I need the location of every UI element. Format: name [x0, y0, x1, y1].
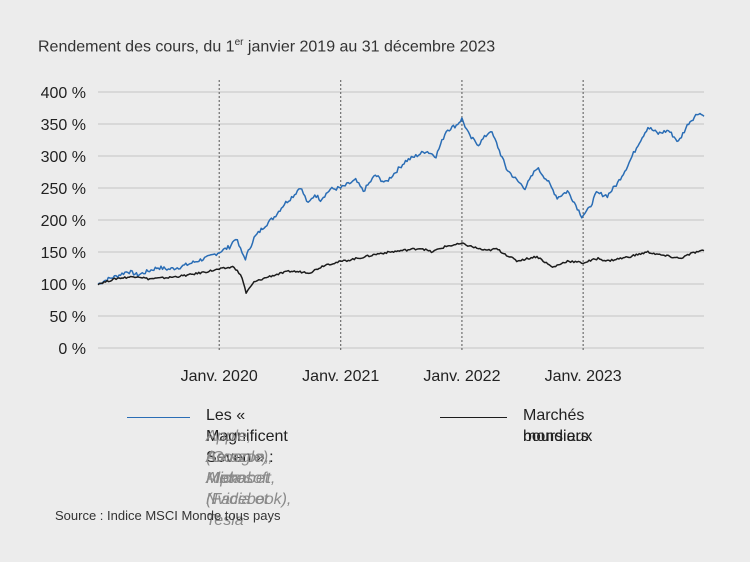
x-tick-label: Janv. 2022 — [423, 368, 500, 385]
y-tick-label: 150 % — [41, 245, 86, 262]
y-tick-label: 50 % — [50, 309, 86, 326]
x-tick-label: Janv. 2023 — [545, 368, 622, 385]
chart: 0 % 50 % 100 % 150 % 200 % 250 % 300 % 350 % 400… — [41, 80, 705, 385]
y-tick-label: 350 % — [41, 117, 86, 134]
legend-sublabel-line-1: Apple, Amazon, Alphabet — [206, 428, 270, 487]
chart-title: Rendement des cours, du 1er janvier 2019… — [38, 37, 496, 56]
y-tick-label: 300 % — [41, 149, 86, 166]
legend-swatch-magnificent-seven — [127, 417, 190, 418]
y-tick-label: 200 % — [41, 213, 86, 230]
series-line-magnificent-seven — [97, 112, 705, 285]
y-tick-label: 0 % — [58, 341, 86, 358]
source-note: Source : Indice MSCI Monde tous pays — [55, 508, 281, 523]
x-tick-label: Janv. 2021 — [302, 368, 379, 385]
legend-sublabel-line-3: Microsoft, Nvidia et Tesla — [206, 470, 276, 529]
legend-label-world-markets-line-1: Marchés boursiers — [523, 407, 589, 445]
series-line-world-markets — [97, 242, 705, 294]
y-tick-label: 250 % — [41, 181, 86, 198]
y-tick-label: 400 % — [41, 85, 86, 102]
legend-sublabel-line-2: (Google), Meta (Facebook), — [206, 449, 292, 508]
legend-swatch-world-markets — [440, 417, 507, 418]
x-tick-label: Janv. 2020 — [181, 368, 258, 385]
legend-label-magnificent-seven: Les « Magnificent Seven » : — [206, 407, 288, 466]
legend-label-world-markets-line-2: mondiaux — [523, 428, 593, 445]
y-tick-label: 100 % — [41, 277, 86, 294]
